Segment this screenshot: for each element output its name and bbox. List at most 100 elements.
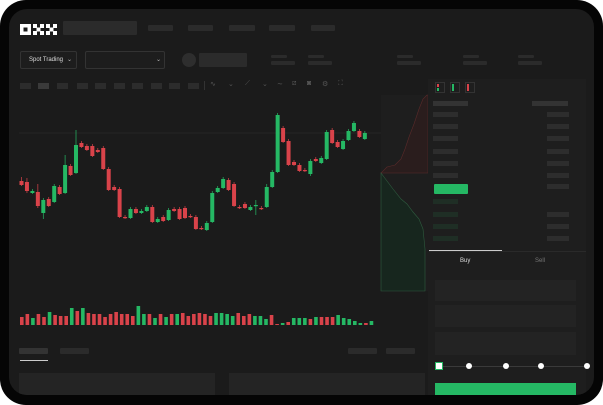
candle-body xyxy=(351,123,356,131)
nav-item[interactable] xyxy=(229,25,255,31)
slider-stop[interactable] xyxy=(503,363,509,369)
candle-body xyxy=(139,211,144,213)
draw-icon[interactable]: ⟋ xyxy=(245,80,250,87)
candle-body xyxy=(74,145,78,173)
candle-body xyxy=(63,165,68,193)
amount-slider[interactable] xyxy=(435,362,593,370)
candlestick-chart[interactable] xyxy=(9,9,594,395)
candle-body xyxy=(193,217,198,229)
okx-logo[interactable] xyxy=(20,22,58,35)
ruler-icon[interactable]: ⧄ xyxy=(292,80,297,87)
slider-stop[interactable] xyxy=(538,363,544,369)
volume-bar xyxy=(169,314,174,325)
bids-icon[interactable] xyxy=(450,82,460,93)
candle-body xyxy=(106,169,111,190)
stat-value xyxy=(397,61,421,65)
nav-item[interactable] xyxy=(188,25,213,31)
mid-price-highlight[interactable] xyxy=(434,184,468,194)
candle-body xyxy=(84,146,89,150)
volume-bar xyxy=(314,317,318,325)
volume-bar xyxy=(341,318,346,325)
candle-body xyxy=(68,166,73,175)
timeframe-button[interactable] xyxy=(57,83,68,89)
volume-bar xyxy=(280,323,285,325)
search-bar[interactable] xyxy=(63,21,137,35)
timeframe-button[interactable] xyxy=(20,83,31,89)
slider-stop[interactable] xyxy=(466,363,472,369)
slider-stop[interactable] xyxy=(584,363,590,369)
volume-bar xyxy=(192,314,196,325)
volume-bar xyxy=(291,318,296,325)
total-input[interactable] xyxy=(435,332,576,355)
settings-icon[interactable]: ⚙ xyxy=(322,81,329,88)
chevron-down-icon[interactable]: ⌄ xyxy=(228,81,234,88)
slider-handle[interactable] xyxy=(435,362,443,370)
timeframe-button[interactable] xyxy=(188,83,199,89)
both-sides-icon[interactable] xyxy=(435,82,445,93)
volume-bar xyxy=(303,318,307,325)
line-icon[interactable]: ∼ xyxy=(277,81,283,88)
nav-item[interactable] xyxy=(269,25,295,31)
pair-select[interactable]: ⌄ xyxy=(85,51,165,69)
ask-row-amount xyxy=(547,173,569,178)
candle-body xyxy=(226,180,231,190)
timeframe-button-active[interactable] xyxy=(38,83,49,89)
timeframe-button[interactable] xyxy=(169,83,180,89)
filter-button[interactable] xyxy=(386,348,415,354)
volume-bar xyxy=(86,313,91,325)
tab-sell[interactable]: Sell xyxy=(535,258,546,264)
ask-row-price xyxy=(433,149,458,154)
timeframe-button[interactable] xyxy=(132,83,143,89)
bid-row-price xyxy=(433,212,458,217)
nav-item[interactable] xyxy=(148,25,173,31)
volume-bar xyxy=(353,321,357,325)
tab-order-history[interactable] xyxy=(60,348,89,354)
stat-value xyxy=(518,61,542,65)
camera-icon[interactable]: ◙ xyxy=(307,80,312,87)
tab-open-orders[interactable] xyxy=(19,348,48,354)
app-screen: Spot Trading ⌄ ⌄ ∿ ⌄ ⟋ ⌄ ∼ ⧄ ◙ ⚙ ⛶ xyxy=(9,9,594,395)
bid-row-price xyxy=(433,199,458,204)
chevron-down-icon: ⌄ xyxy=(67,57,73,63)
orderbook-header-price xyxy=(433,101,468,106)
indicator-icon[interactable]: ∿ xyxy=(210,81,216,88)
candle-body xyxy=(90,146,95,156)
tab-buy[interactable]: Buy xyxy=(460,258,471,264)
timeframe-button[interactable] xyxy=(114,83,125,89)
buy-submit-button[interactable] xyxy=(435,383,576,395)
candle-body xyxy=(95,150,100,152)
candle-body xyxy=(210,193,215,222)
amount-input[interactable] xyxy=(435,305,576,327)
filter-button[interactable] xyxy=(348,348,377,354)
volume-bar xyxy=(20,317,24,325)
timeframe-button[interactable] xyxy=(77,83,88,89)
fullscreen-icon[interactable]: ⛶ xyxy=(338,80,343,87)
volume-bar xyxy=(92,314,96,325)
candle-body xyxy=(275,115,280,172)
candle-body xyxy=(35,192,40,206)
bid-row-amount xyxy=(547,236,569,241)
candle-body xyxy=(313,159,318,161)
bid-row-price xyxy=(433,224,458,229)
candle-body xyxy=(286,141,291,165)
candle-body xyxy=(253,205,258,207)
candle-body xyxy=(79,143,84,147)
market-type-label: Spot Trading xyxy=(29,57,64,63)
price-input[interactable] xyxy=(435,280,576,301)
stat-label xyxy=(271,55,287,58)
volume-bar xyxy=(114,312,118,325)
timeframe-button[interactable] xyxy=(95,83,106,89)
volume-bar xyxy=(47,312,52,325)
chevron-down-icon[interactable]: ⌄ xyxy=(262,81,268,88)
ask-row-price xyxy=(433,124,458,129)
candle-body xyxy=(41,200,46,213)
nav-item[interactable] xyxy=(311,25,335,31)
stat-value xyxy=(271,61,295,65)
volume-bar xyxy=(264,319,268,325)
asks-icon[interactable] xyxy=(465,82,475,93)
volume-bar xyxy=(253,316,257,325)
timeframe-button[interactable] xyxy=(151,83,162,89)
candle-body xyxy=(161,217,166,221)
market-type-select[interactable]: Spot Trading ⌄ xyxy=(20,51,77,69)
candle-body xyxy=(166,210,171,220)
